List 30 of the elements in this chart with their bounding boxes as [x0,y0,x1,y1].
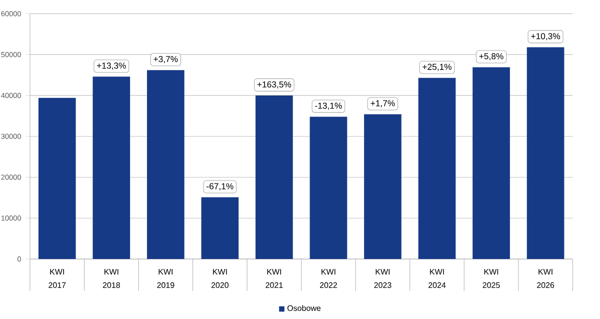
legend-label: Osobowe [287,305,321,311]
annotation: +13,3% [97,62,126,70]
annotation: +5,8% [479,53,504,60]
bar [310,116,348,259]
x-tick-label: KWI 2022 [320,269,337,288]
annotation: +3,7% [154,56,178,64]
x-tick-label: KWI 2024 [428,269,446,288]
x-tick-label: KWI 2023 [374,269,392,288]
bar [472,67,510,259]
bar [92,76,130,259]
x-tick-label: KWI 2025 [482,269,500,288]
bar [526,47,564,259]
bar [201,197,239,259]
x-tick-label: KWI 2021 [266,269,283,288]
annotation: -13,1% [315,102,342,110]
bar [256,95,293,259]
bar [418,78,456,259]
annotation: -67,1% [206,183,234,190]
annotation: +10,3% [531,33,560,40]
x-tick-label: KWI 2020 [211,269,229,288]
x-tick-label: KWI 2017 [48,269,66,288]
annotation: +1,7% [370,100,395,108]
x-tick-label: KWI 2019 [157,269,174,288]
bar [38,98,76,259]
bar [364,114,402,259]
bar [147,70,184,259]
annotation: +163,5% [257,81,292,89]
annotation: +25,1% [422,64,452,71]
x-tick-label: KWI 2026 [537,269,554,288]
x-tick-label: KWI 2018 [102,269,120,288]
